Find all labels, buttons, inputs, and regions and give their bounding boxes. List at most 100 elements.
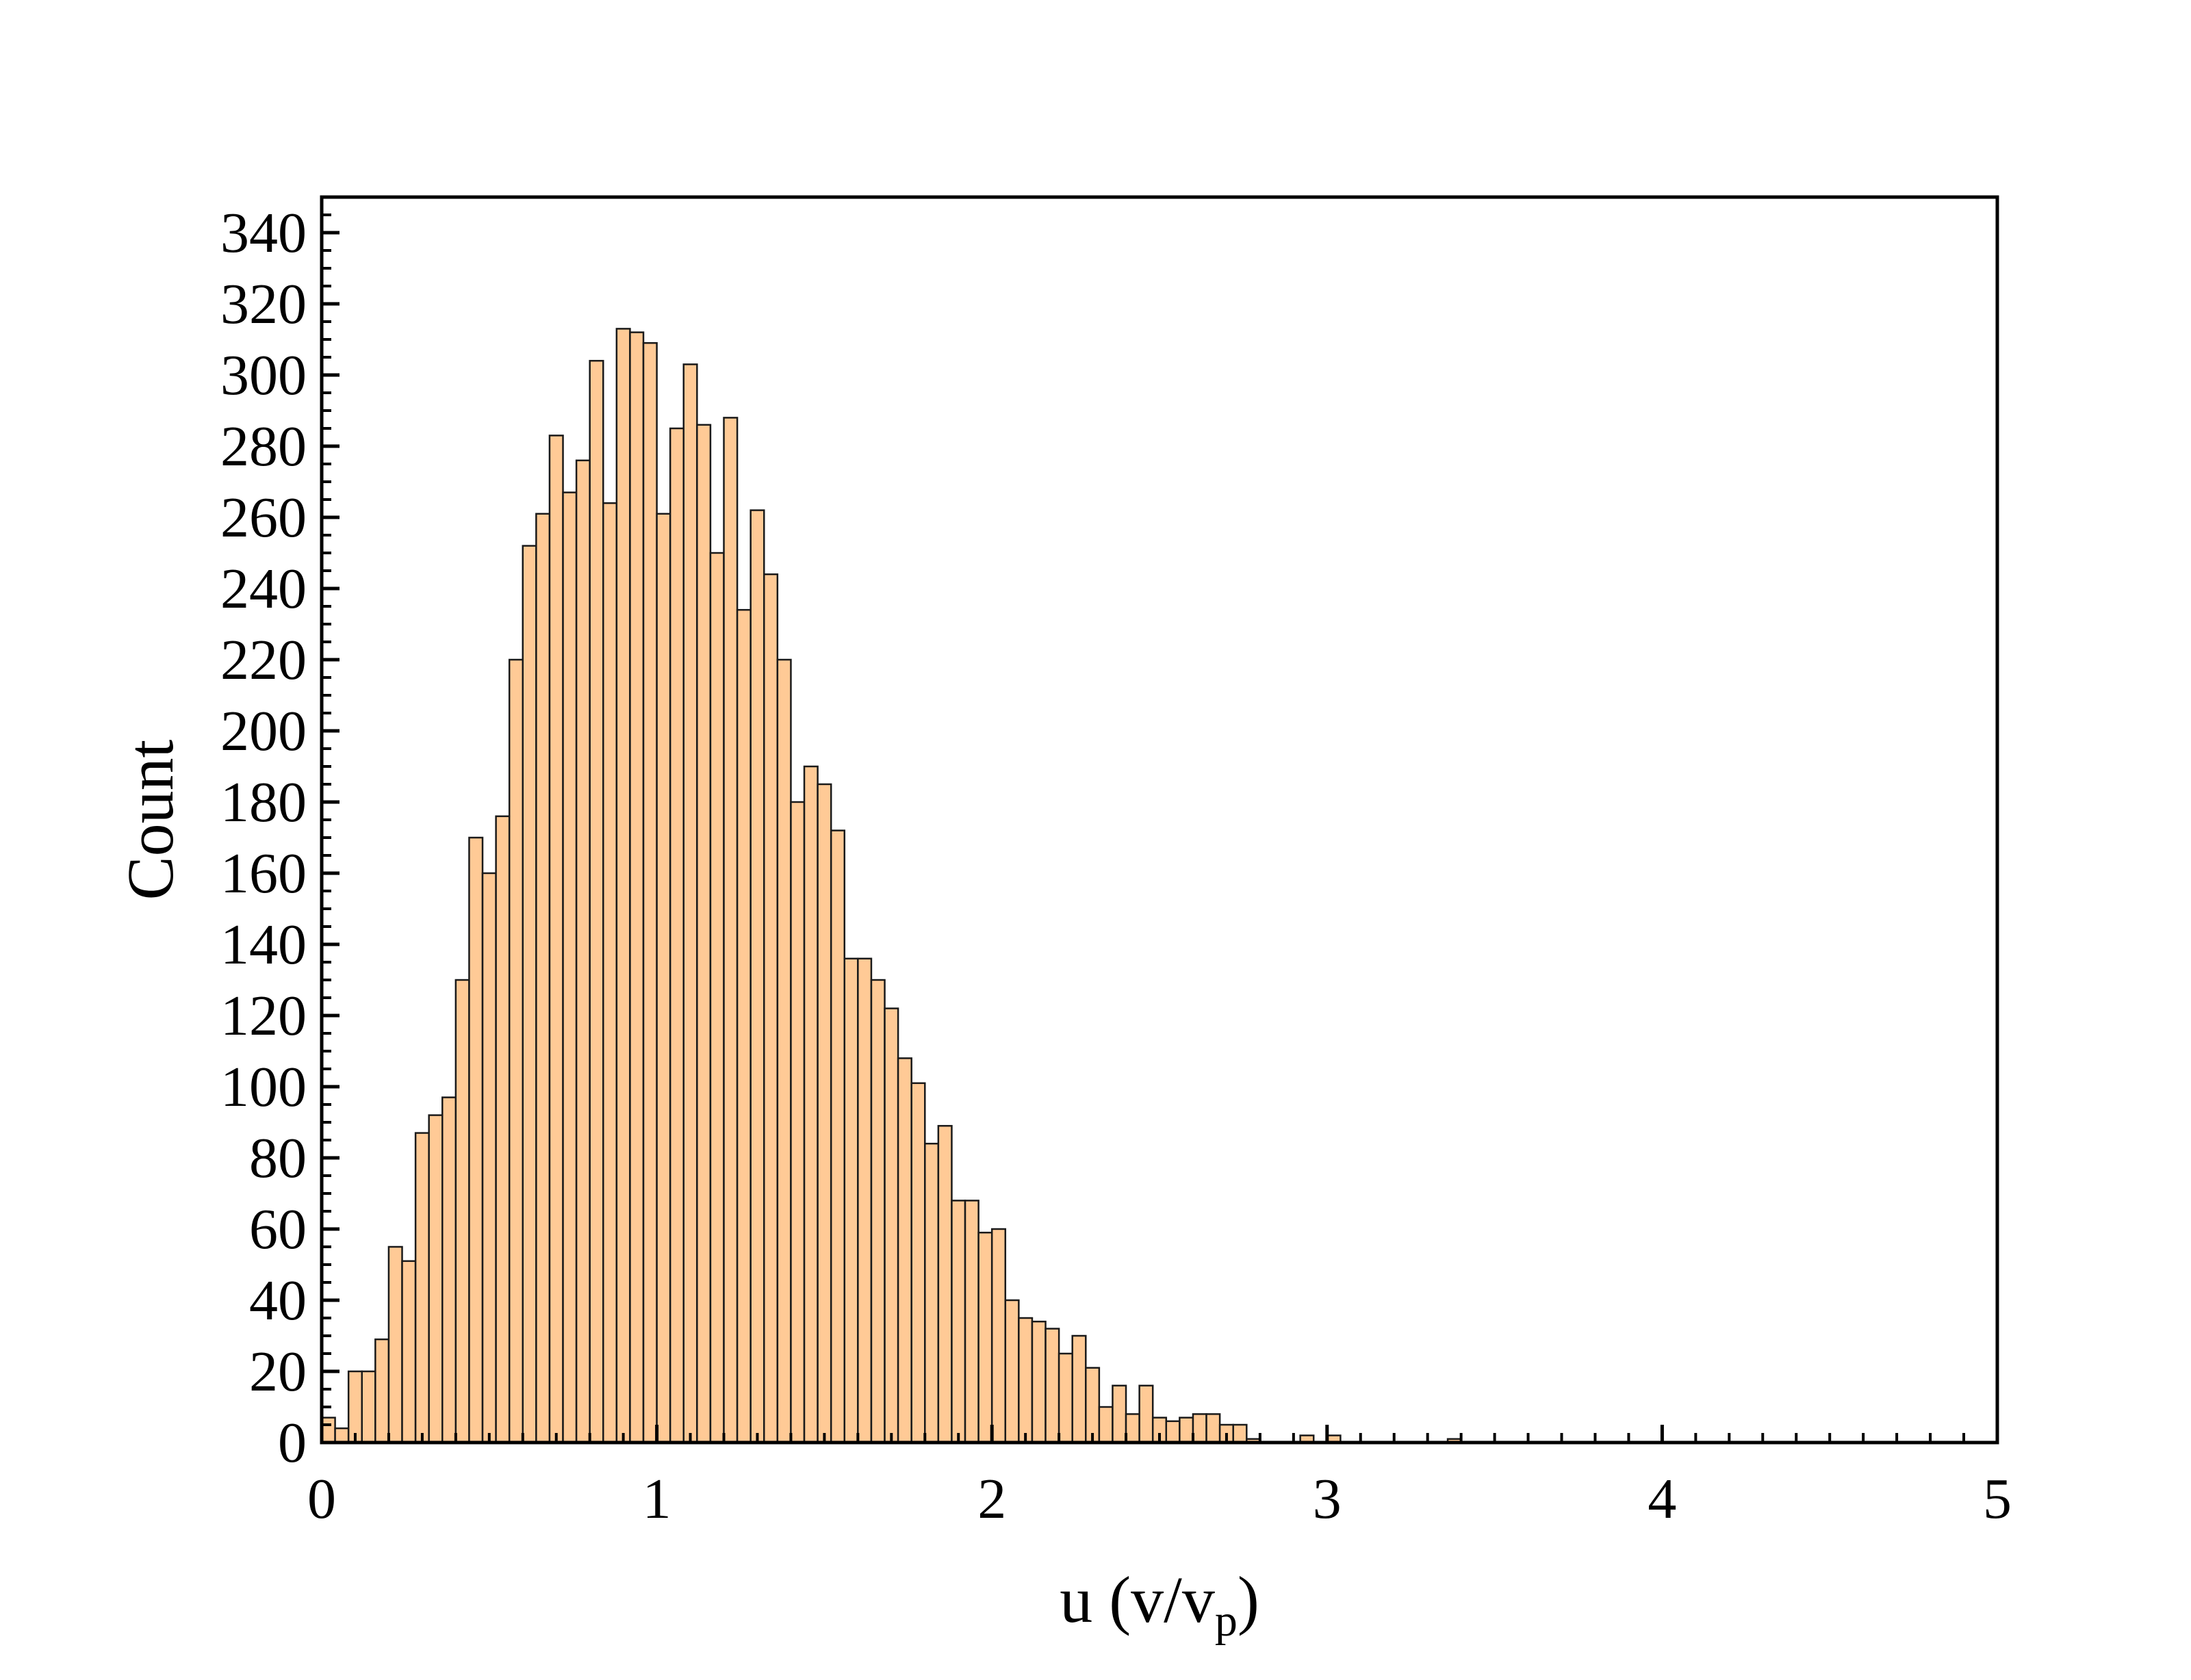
histogram-bar — [575, 459, 591, 1444]
histogram-bar — [428, 1114, 444, 1444]
x-axis-label-subscript: p — [1215, 1596, 1238, 1646]
histogram-bar — [937, 1124, 953, 1444]
histogram-bar — [522, 545, 537, 1444]
histogram-bar — [1071, 1334, 1087, 1444]
histogram-bar — [1192, 1413, 1207, 1444]
y-tick-label: 40 — [249, 1269, 307, 1332]
histogram-bar — [602, 502, 618, 1444]
x-tick-label: 2 — [977, 1467, 1006, 1531]
y-tick-label: 80 — [249, 1126, 307, 1190]
histogram-bar — [709, 552, 725, 1444]
y-tick-label: 320 — [220, 272, 307, 336]
plot-frame — [320, 195, 1999, 1445]
histogram-bar — [1058, 1352, 1073, 1444]
y-tick-label: 200 — [220, 699, 307, 763]
x-tick-label: 0 — [307, 1467, 336, 1531]
x-tick-labels: 0 1 2 3 4 5 — [307, 1467, 2012, 1531]
histogram-bar — [401, 1260, 417, 1444]
histogram-bar — [736, 608, 752, 1444]
histogram-bar — [374, 1338, 390, 1444]
y-tick-labels: 0 20 40 60 80 100 120 140 160 180 200 220 240 260 280 3… — [220, 201, 307, 1475]
y-tick-label: 280 — [220, 415, 307, 478]
histogram-bar — [749, 509, 765, 1444]
histogram-bar — [1232, 1423, 1248, 1444]
histogram-bar — [830, 829, 846, 1444]
y-tick-label: 240 — [220, 557, 307, 621]
histogram-bar — [870, 979, 886, 1444]
histogram-bar — [897, 1057, 912, 1444]
y-tick-label: 0 — [278, 1411, 307, 1475]
histogram-bar — [1004, 1299, 1020, 1444]
x-tick-label: 1 — [643, 1467, 671, 1531]
histogram-bar — [508, 658, 524, 1444]
histogram-bar — [495, 815, 511, 1444]
histogram-bar — [803, 765, 819, 1444]
histogram-bar — [1138, 1384, 1154, 1444]
histogram-bar — [817, 783, 832, 1444]
histogram-bar — [454, 979, 470, 1444]
y-tick-label: 180 — [220, 771, 307, 834]
x-tick-label: 5 — [1983, 1467, 2012, 1531]
histogram-bar — [562, 491, 578, 1444]
histogram-bar — [481, 872, 497, 1444]
histogram-bar — [1205, 1413, 1221, 1444]
histogram-bar — [1045, 1328, 1060, 1444]
histogram-bar — [990, 1228, 1007, 1444]
histogram-bar — [669, 427, 685, 1444]
histogram-bar — [1098, 1406, 1114, 1444]
histogram-bar — [548, 435, 564, 1444]
y-tick-label: 160 — [220, 842, 307, 905]
histogram-bar — [857, 957, 873, 1444]
histogram-bar — [656, 513, 671, 1444]
histogram-bar — [884, 1007, 899, 1444]
x-tick-label: 4 — [1648, 1467, 1676, 1531]
histogram-bar — [1179, 1417, 1194, 1444]
histogram-bar — [320, 1417, 336, 1444]
y-tick-label: 260 — [220, 486, 307, 550]
histogram-bar — [723, 417, 739, 1444]
histogram-bar — [615, 328, 631, 1444]
y-axis-label: Count — [114, 739, 187, 900]
histogram-bar — [1125, 1413, 1140, 1444]
x-axis-label: u (v/vp) — [1060, 1563, 1259, 1646]
bars-group — [320, 328, 1462, 1444]
y-tick-label: 140 — [220, 913, 307, 977]
x-tick-label: 3 — [1313, 1467, 1342, 1531]
histogram-bar — [951, 1200, 966, 1444]
y-tick-label: 60 — [249, 1198, 307, 1261]
histogram-bar — [682, 363, 698, 1444]
histogram-bar — [977, 1231, 993, 1444]
histogram-bar — [1112, 1384, 1127, 1444]
histogram-bar — [790, 801, 806, 1444]
y-tick-label: 100 — [220, 1055, 307, 1119]
x-axis-label-close: ) — [1238, 1563, 1259, 1636]
histogram-bar — [1165, 1420, 1181, 1444]
y-tick-label: 220 — [220, 628, 307, 692]
histogram-bar — [776, 658, 792, 1444]
histogram-bar — [361, 1370, 376, 1444]
histogram-bar — [696, 424, 712, 1444]
histogram-bar — [414, 1132, 430, 1444]
histogram-bar — [441, 1096, 457, 1444]
histogram-bar — [334, 1427, 350, 1444]
histogram-bar — [589, 359, 604, 1444]
histogram-bar — [1085, 1367, 1101, 1444]
histogram-bar — [347, 1370, 363, 1444]
histogram-bar — [843, 957, 859, 1444]
histogram-bar — [629, 331, 645, 1444]
histogram-bar — [642, 341, 658, 1444]
histogram-bar — [763, 573, 779, 1444]
histogram-bar — [910, 1082, 926, 1444]
y-tick-label: 340 — [220, 201, 307, 265]
x-axis-label-main: u (v/v — [1060, 1563, 1215, 1636]
y-tick-label: 20 — [249, 1340, 307, 1404]
histogram-bar — [964, 1200, 979, 1444]
histogram-bar — [468, 836, 484, 1444]
histogram-bar — [535, 513, 551, 1444]
histogram-bar — [1031, 1320, 1047, 1444]
histogram-bar — [387, 1245, 403, 1444]
y-tick-label: 120 — [220, 984, 307, 1048]
histogram-bar — [924, 1142, 940, 1444]
